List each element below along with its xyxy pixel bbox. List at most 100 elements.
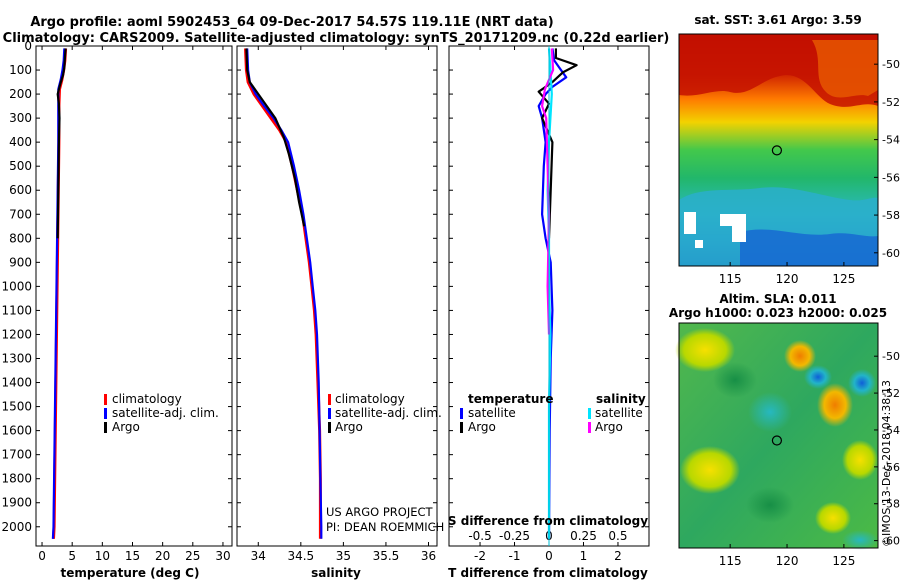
x-tick-label: 2: [614, 549, 622, 563]
legend-s-satellite-swatch: [588, 408, 591, 419]
legend-t-satellite-swatch: [460, 408, 463, 419]
sla-map-subtitle: Argo h1000: 0.023 h2000: 0.025: [669, 306, 887, 320]
depth-tick-label: 1600: [1, 424, 32, 438]
legend-argo-label: Argo: [335, 420, 363, 434]
lat-tick-label: -58: [882, 209, 900, 222]
legend-salinity-title: salinity: [596, 392, 646, 406]
t-difference-x-label: T difference from climatology: [448, 566, 648, 580]
project-credit-line-1: US ARGO PROJECT: [326, 505, 434, 519]
sla-map-panel: Altim. SLA: 0.011 Argo h1000: 0.023 h200…: [669, 292, 900, 568]
x-tick-label: 15: [125, 549, 140, 563]
lat-tick-label: -56: [882, 461, 900, 474]
sst-map-title: sat. SST: 3.61 Argo: 3.59: [694, 13, 861, 27]
depth-tick-label: 700: [9, 207, 32, 221]
temperature-series: [51, 48, 68, 539]
x-tick-label: 36: [421, 549, 436, 563]
legend-climatology-label: climatology: [112, 392, 182, 406]
depth-tick-label: 1700: [1, 448, 32, 462]
header-line-2: Climatology: CARS2009. Satellite-adjuste…: [3, 31, 670, 46]
sla-map-image: [675, 323, 878, 550]
project-credit-line-2: PI: DEAN ROEMMICH: [326, 520, 444, 534]
legend-climatology-swatch: [328, 394, 331, 405]
x-tick-label: 5: [68, 549, 76, 563]
lat-tick-label: -50: [882, 350, 900, 363]
lat-tick-label: -58: [882, 498, 900, 511]
sla-high-anomaly: [680, 446, 740, 494]
x-tick-label: 0: [38, 549, 46, 563]
salinity-panel: 34 34.5 35 35.5 36 salinity climatology sate…: [236, 45, 444, 580]
x-tick-label: 34: [251, 549, 266, 563]
series-line-argo: [56, 48, 67, 239]
no-data-patch: [720, 214, 746, 226]
depth-tick-label: 600: [9, 183, 32, 197]
salinity-legend: climatology satellite-adj. clim. Argo: [328, 392, 442, 434]
series-line-salinity-argo: [541, 48, 555, 335]
lat-tick-label: -54: [882, 134, 900, 147]
sla-high-anomaly: [815, 502, 851, 534]
lat-tick-label: -52: [882, 387, 900, 400]
x-tick-label: 1: [580, 549, 588, 563]
legend-argo-label: Argo: [112, 420, 140, 434]
series-line-temperature-argo: [537, 48, 578, 239]
sla-low-anomaly: [842, 530, 878, 550]
sla-high-anomaly: [842, 440, 878, 480]
series-line-climatology: [244, 48, 322, 539]
depth-tick-label: 1000: [1, 279, 32, 293]
temperature-x-label: temperature (deg C): [61, 566, 200, 580]
salinity-axes: 34 34.5 35 35.5 36: [237, 45, 437, 563]
difference-legend: temperature satellite Argo salinity sate…: [460, 392, 646, 434]
legend-climatology-label: climatology: [335, 392, 405, 406]
s-tick-label: 0.25: [570, 529, 597, 543]
depth-tick-label: 300: [9, 111, 32, 125]
legend-t-satellite-label: satellite: [468, 406, 516, 420]
legend-s-argo-swatch: [588, 422, 591, 433]
x-tick-label: 0: [545, 549, 553, 563]
legend-climatology-swatch: [104, 394, 107, 405]
x-tick-label: 35.5: [373, 549, 400, 563]
difference-series: [537, 46, 578, 546]
lat-tick-label: -52: [882, 96, 900, 109]
x-tick-label: 20: [155, 549, 170, 563]
depth-tick-label: 1900: [1, 496, 32, 510]
legend-t-argo-label: Argo: [468, 420, 496, 434]
legend-s-argo-label: Argo: [595, 420, 623, 434]
lon-tick-label: 125: [832, 554, 855, 568]
depth-tick-label: 1400: [1, 376, 32, 390]
legend-argo-swatch: [328, 422, 331, 433]
legend-satellite-label: satellite-adj. clim.: [112, 406, 219, 420]
salinity-x-label: salinity: [311, 566, 361, 580]
x-tick-label: 34.5: [287, 549, 314, 563]
x-tick-label: -1: [509, 549, 521, 563]
warm-tongue: [812, 40, 878, 98]
legend-temperature-title: temperature: [468, 392, 553, 406]
x-tick-label: 25: [185, 549, 200, 563]
sla-high-anomaly: [784, 340, 816, 372]
legend-satellite-swatch: [104, 408, 107, 419]
no-data-patch: [684, 212, 696, 234]
depth-tick-label: 1100: [1, 303, 32, 317]
s-tick-label: -0.5: [468, 529, 491, 543]
temperature-legend: climatology satellite-adj. clim. Argo: [104, 392, 219, 434]
cold-water-region: [740, 229, 878, 266]
legend-satellite-label: satellite-adj. clim.: [335, 406, 442, 420]
x-tick-label: -2: [474, 549, 486, 563]
depth-tick-label: 1300: [1, 352, 32, 366]
depth-tick-label: 1800: [1, 472, 32, 486]
lat-tick-label: -54: [882, 424, 900, 437]
s-tick-label: -0.25: [499, 529, 530, 543]
temperature-axes: 0 5 10 15 20 25 300100200300400500600700800900…: [1, 39, 232, 563]
lat-tick-label: -60: [882, 535, 900, 548]
salinity-series: [244, 48, 323, 539]
no-data-patch: [732, 226, 746, 242]
salinity-plot-frame: [236, 45, 438, 547]
lon-tick-label: 115: [719, 272, 742, 286]
imos-credit: ©IMOS 13-Dec-2018 04:38:13: [880, 380, 893, 547]
depth-tick-label: 900: [9, 255, 32, 269]
sla-high-anomaly: [675, 328, 735, 372]
sla-high-anomaly: [817, 383, 853, 427]
sla-low-anomaly: [748, 392, 792, 432]
depth-tick-label: 1500: [1, 400, 32, 414]
lon-tick-label: 125: [832, 272, 855, 286]
